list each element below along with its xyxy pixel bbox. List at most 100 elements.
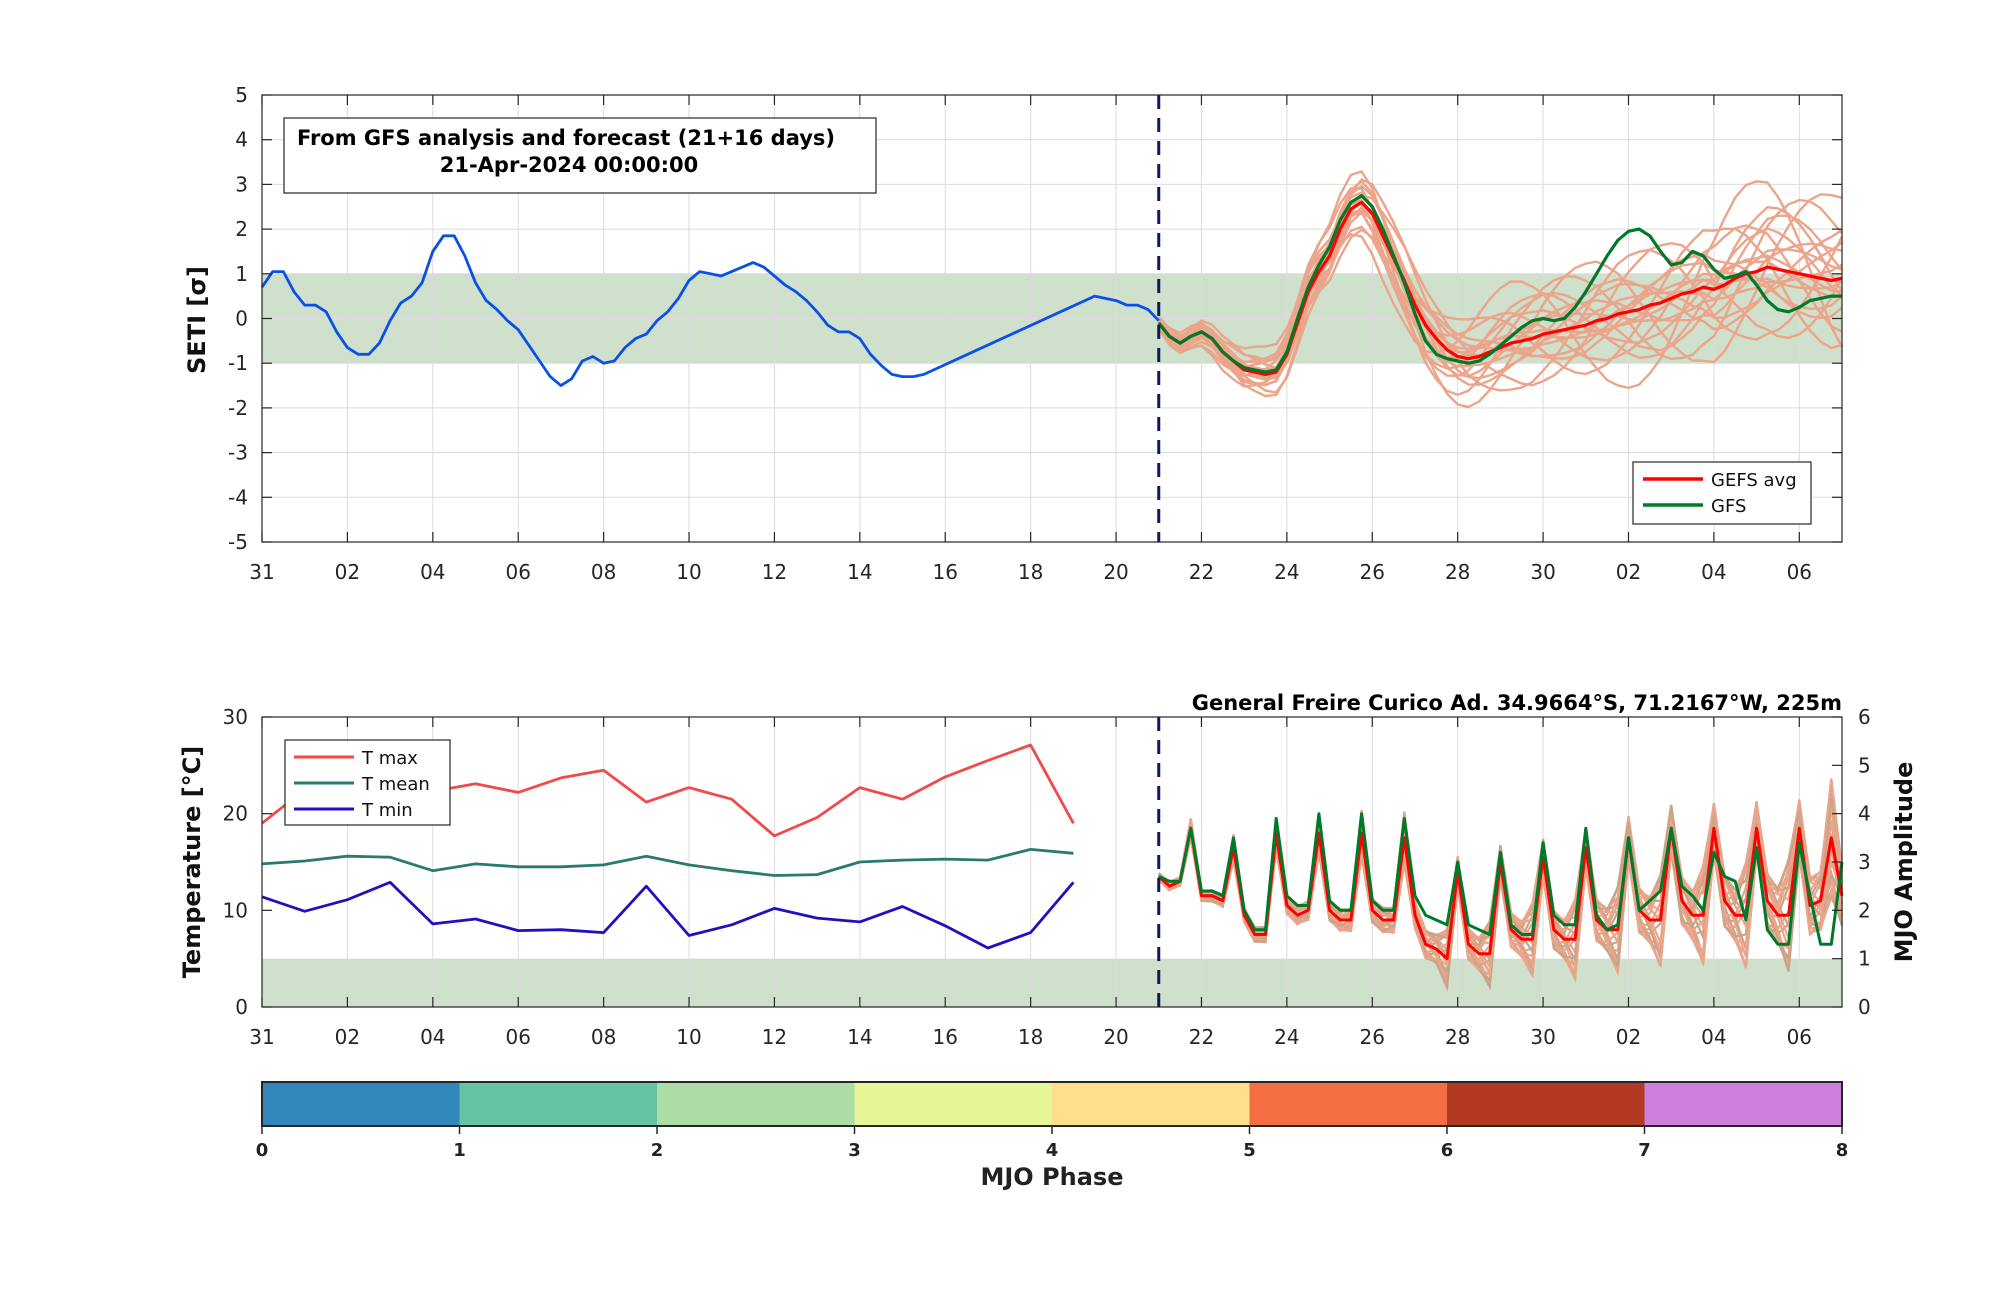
seti-y-tick-label: 5 bbox=[235, 83, 248, 107]
temperature-x-tick-label: 26 bbox=[1360, 1025, 1385, 1049]
amplitude-y-ticks: 6 5 4 3 2 1 0 bbox=[1832, 705, 1871, 1019]
temperature-y-tick-label: 0 bbox=[235, 995, 248, 1019]
colorbar-segment bbox=[1644, 1082, 1843, 1126]
seti-x-tick-label: 24 bbox=[1274, 560, 1299, 584]
seti-x-tick-label: 12 bbox=[762, 560, 787, 584]
temperature-x-tick-label: 12 bbox=[762, 1025, 787, 1049]
temperature-x-tick-label: 18 bbox=[1018, 1025, 1043, 1049]
seti-y-tick-label: -3 bbox=[228, 441, 248, 465]
gefs-avg-line bbox=[1157, 200, 1843, 376]
colorbar-segment bbox=[854, 1082, 1053, 1126]
colorbar-tick-label: 0 bbox=[256, 1140, 269, 1161]
colorbar-segment bbox=[1052, 1082, 1250, 1126]
seti-x-tick-label: 26 bbox=[1360, 560, 1385, 584]
seti-ensemble-member bbox=[1157, 180, 1844, 390]
temperature-legend: T max T mean T min bbox=[284, 739, 451, 826]
amplitude-y-tick-label: 4 bbox=[1858, 802, 1871, 826]
seti-x-tick-label: 04 bbox=[420, 560, 445, 584]
seti-y-tick-label: -1 bbox=[228, 351, 248, 375]
temperature-x-tick-label: 24 bbox=[1274, 1025, 1299, 1049]
temperature-x-tick-label: 20 bbox=[1103, 1025, 1128, 1049]
seti-x-tick-label: 14 bbox=[847, 560, 872, 584]
colorbar-tick-label: 7 bbox=[1638, 1140, 1651, 1161]
seti-x-tick-label: 08 bbox=[591, 560, 616, 584]
temperature-y-tick-label: 30 bbox=[223, 705, 248, 729]
seti-x-tick-label: 06 bbox=[505, 560, 530, 584]
seti-y-tick-label: 0 bbox=[235, 307, 248, 331]
seti-y-tick-label: -5 bbox=[228, 530, 248, 554]
temperature-x-ticks: 31 02 04 06 08 10 12 14 16 18 20 22 24 26 28 30 02 04 06 bbox=[249, 717, 1812, 1049]
seti-x-tick-label: 20 bbox=[1103, 560, 1128, 584]
amplitude-y-tick-label: 0 bbox=[1858, 995, 1871, 1019]
colorbar-tick-label: 5 bbox=[1243, 1140, 1256, 1161]
seti-x-tick-label: 04 bbox=[1701, 560, 1726, 584]
annotation-line-1: From GFS analysis and forecast (21+16 da… bbox=[297, 126, 835, 150]
gfs-line bbox=[1157, 194, 1842, 374]
amplitude-y-tick-label: 3 bbox=[1858, 850, 1871, 874]
colorbar-segment bbox=[459, 1082, 658, 1126]
seti-x-ticks: 31 02 04 06 08 10 12 14 16 18 20 22 24 26 28 30 02 04 06 bbox=[249, 95, 1812, 584]
temperature-x-tick-label: 28 bbox=[1445, 1025, 1470, 1049]
seti-series bbox=[260, 194, 1843, 387]
seti-x-tick-label: 22 bbox=[1189, 560, 1214, 584]
amplitude-y-label: MJO Amplitude bbox=[1890, 762, 1918, 963]
colorbar-tick-label: 4 bbox=[1046, 1140, 1059, 1161]
legend-tmean: T mean bbox=[361, 774, 430, 795]
seti-ensemble-member bbox=[1157, 202, 1843, 378]
amplitude-band bbox=[262, 958, 1842, 1007]
mjo-phase-colorbar: 0 1 2 3 4 5 6 7 8 MJO Phase bbox=[256, 1081, 1849, 1191]
seti-y-tick-label: 3 bbox=[235, 172, 248, 196]
colorbar-segment bbox=[262, 1082, 460, 1126]
temperature-x-tick-label: 06 bbox=[505, 1025, 530, 1049]
seti-y-tick-label: -4 bbox=[228, 485, 248, 509]
seti-analysis-line bbox=[260, 234, 1160, 387]
legend-tmin: T min bbox=[361, 800, 413, 821]
temperature-x-tick-label: 04 bbox=[1701, 1025, 1726, 1049]
tmean-line bbox=[261, 848, 1074, 877]
temperature-x-tick-label: 14 bbox=[847, 1025, 872, 1049]
colorbar-segment bbox=[657, 1082, 855, 1126]
seti-x-tick-label: 31 bbox=[249, 560, 274, 584]
temperature-x-tick-label: 02 bbox=[335, 1025, 360, 1049]
seti-x-tick-label: 18 bbox=[1018, 560, 1043, 584]
amplitude-y-tick-label: 2 bbox=[1858, 898, 1871, 922]
seti-y-tick-label: 1 bbox=[235, 262, 248, 286]
seti-y-tick-label: 2 bbox=[235, 217, 248, 241]
legend-tmax: T max bbox=[361, 748, 418, 769]
seti-x-tick-label: 16 bbox=[933, 560, 958, 584]
temperature-y-label: Temperature [°C] bbox=[178, 746, 206, 979]
amplitude-y-tick-label: 1 bbox=[1858, 947, 1871, 971]
amplitude-y-tick-label: 6 bbox=[1858, 705, 1871, 729]
seti-x-tick-label: 10 bbox=[676, 560, 701, 584]
mjo-phase-label: MJO Phase bbox=[980, 1163, 1123, 1191]
seti-ensemble-members bbox=[1157, 169, 1844, 409]
temperature-x-tick-label: 30 bbox=[1530, 1025, 1555, 1049]
colorbar-tick-label: 8 bbox=[1836, 1140, 1849, 1161]
temperature-x-tick-label: 06 bbox=[1787, 1025, 1812, 1049]
seti-y-tick-label: 4 bbox=[235, 128, 248, 152]
seti-y-tick-label: -2 bbox=[228, 396, 248, 420]
temperature-x-tick-label: 22 bbox=[1189, 1025, 1214, 1049]
seti-x-tick-label: 28 bbox=[1445, 560, 1470, 584]
seti-x-tick-label: 02 bbox=[1616, 560, 1641, 584]
annotation-box bbox=[283, 117, 877, 194]
temperature-y-ticks: 30 20 10 0 bbox=[223, 705, 272, 1019]
colorbar-tick-label: 2 bbox=[651, 1140, 664, 1161]
tmin-line bbox=[261, 880, 1075, 950]
legend-gefs-avg: GEFS avg bbox=[1711, 470, 1797, 491]
legend-gfs: GFS bbox=[1711, 496, 1746, 517]
temperature-x-tick-label: 16 bbox=[933, 1025, 958, 1049]
annotation-line-2: 21-Apr-2024 00:00:00 bbox=[440, 153, 699, 177]
temperature-x-tick-label: 31 bbox=[249, 1025, 274, 1049]
colorbar-segment bbox=[1249, 1082, 1448, 1126]
seti-x-tick-label: 02 bbox=[335, 560, 360, 584]
seti-y-ticks: 5 4 3 2 1 0 -1 -2 -3 -4 -5 bbox=[228, 83, 1842, 554]
colorbar-tick-label: 1 bbox=[453, 1140, 466, 1161]
seti-legend: GEFS avg GFS bbox=[1632, 461, 1812, 525]
colorbar-segment bbox=[1447, 1082, 1645, 1126]
temperature-x-tick-label: 08 bbox=[591, 1025, 616, 1049]
colorbar-tick-label: 6 bbox=[1441, 1140, 1454, 1161]
